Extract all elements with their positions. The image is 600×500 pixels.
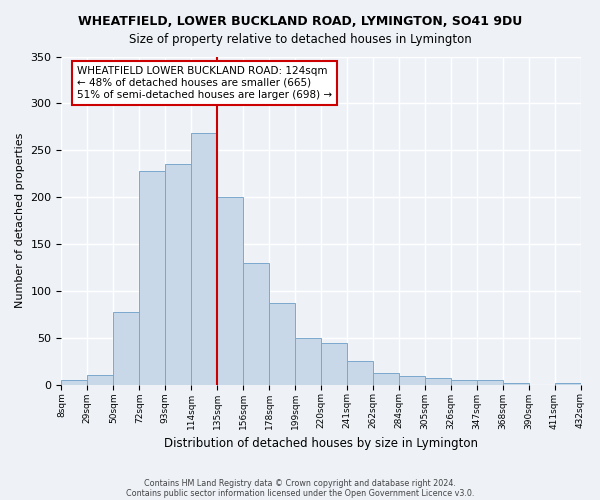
Text: Contains HM Land Registry data © Crown copyright and database right 2024.: Contains HM Land Registry data © Crown c… bbox=[144, 478, 456, 488]
Bar bbox=[269, 303, 295, 384]
Bar bbox=[503, 383, 529, 384]
Bar bbox=[321, 344, 347, 384]
Bar bbox=[373, 374, 399, 384]
Bar bbox=[88, 376, 113, 384]
Bar bbox=[61, 380, 88, 384]
Text: Size of property relative to detached houses in Lymington: Size of property relative to detached ho… bbox=[128, 32, 472, 46]
Bar bbox=[425, 378, 451, 384]
Bar bbox=[243, 263, 269, 384]
Bar bbox=[347, 361, 373, 384]
Bar bbox=[217, 197, 243, 384]
Bar bbox=[113, 312, 139, 384]
X-axis label: Distribution of detached houses by size in Lymington: Distribution of detached houses by size … bbox=[164, 437, 478, 450]
Y-axis label: Number of detached properties: Number of detached properties bbox=[15, 133, 25, 308]
Text: WHEATFIELD, LOWER BUCKLAND ROAD, LYMINGTON, SO41 9DU: WHEATFIELD, LOWER BUCKLAND ROAD, LYMINGT… bbox=[78, 15, 522, 28]
Bar bbox=[399, 376, 425, 384]
Text: WHEATFIELD LOWER BUCKLAND ROAD: 124sqm
← 48% of detached houses are smaller (665: WHEATFIELD LOWER BUCKLAND ROAD: 124sqm ←… bbox=[77, 66, 332, 100]
Bar bbox=[165, 164, 191, 384]
Text: Contains public sector information licensed under the Open Government Licence v3: Contains public sector information licen… bbox=[126, 488, 474, 498]
Bar bbox=[295, 338, 321, 384]
Bar bbox=[451, 380, 476, 384]
Bar bbox=[191, 134, 217, 384]
Bar bbox=[476, 380, 503, 384]
Bar bbox=[139, 171, 165, 384]
Bar bbox=[554, 383, 581, 384]
